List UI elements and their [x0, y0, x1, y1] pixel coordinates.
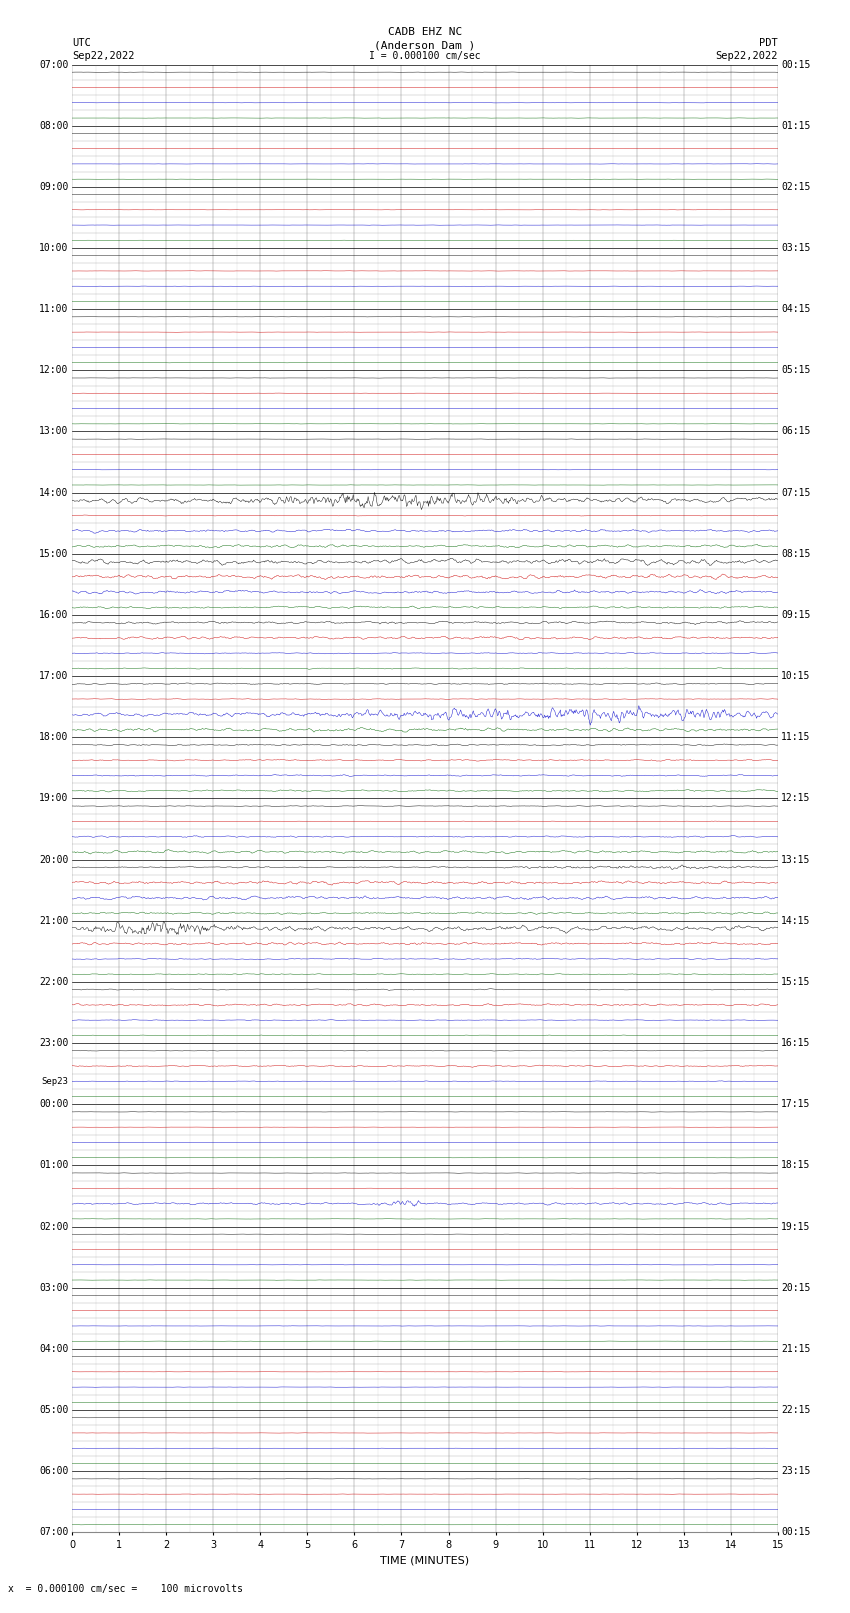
Text: Sep23: Sep23	[42, 1077, 69, 1086]
Text: 03:15: 03:15	[781, 244, 811, 253]
Text: 17:00: 17:00	[39, 671, 69, 681]
Text: 21:00: 21:00	[39, 916, 69, 926]
Text: 12:15: 12:15	[781, 794, 811, 803]
Text: 06:15: 06:15	[781, 426, 811, 437]
Text: 14:00: 14:00	[39, 487, 69, 498]
Text: 01:15: 01:15	[781, 121, 811, 131]
Text: 07:00: 07:00	[39, 1528, 69, 1537]
Text: 16:00: 16:00	[39, 610, 69, 619]
Text: 00:00: 00:00	[39, 1098, 69, 1110]
Text: 15:00: 15:00	[39, 548, 69, 558]
Text: (Anderson Dam ): (Anderson Dam )	[374, 40, 476, 50]
Text: 08:15: 08:15	[781, 548, 811, 558]
X-axis label: TIME (MINUTES): TIME (MINUTES)	[381, 1555, 469, 1566]
Text: 23:00: 23:00	[39, 1039, 69, 1048]
Text: 05:00: 05:00	[39, 1405, 69, 1415]
Text: 13:15: 13:15	[781, 855, 811, 865]
Text: PDT: PDT	[759, 39, 778, 48]
Text: 21:15: 21:15	[781, 1344, 811, 1353]
Text: Sep22,2022: Sep22,2022	[72, 52, 135, 61]
Text: 02:15: 02:15	[781, 182, 811, 192]
Text: 07:00: 07:00	[39, 60, 69, 69]
Text: 11:15: 11:15	[781, 732, 811, 742]
Text: 20:00: 20:00	[39, 855, 69, 865]
Text: 06:00: 06:00	[39, 1466, 69, 1476]
Text: 09:00: 09:00	[39, 182, 69, 192]
Text: 18:15: 18:15	[781, 1160, 811, 1171]
Text: Sep22,2022: Sep22,2022	[715, 52, 778, 61]
Text: x  = 0.000100 cm/sec =    100 microvolts: x = 0.000100 cm/sec = 100 microvolts	[8, 1584, 243, 1594]
Text: 14:15: 14:15	[781, 916, 811, 926]
Text: 10:15: 10:15	[781, 671, 811, 681]
Text: 18:00: 18:00	[39, 732, 69, 742]
Text: 19:15: 19:15	[781, 1221, 811, 1232]
Text: 19:00: 19:00	[39, 794, 69, 803]
Text: 11:00: 11:00	[39, 305, 69, 315]
Text: 20:15: 20:15	[781, 1282, 811, 1292]
Text: 15:15: 15:15	[781, 977, 811, 987]
Text: 00:15: 00:15	[781, 60, 811, 69]
Text: 03:00: 03:00	[39, 1282, 69, 1292]
Text: 13:00: 13:00	[39, 426, 69, 437]
Text: 09:15: 09:15	[781, 610, 811, 619]
Text: 05:15: 05:15	[781, 365, 811, 376]
Text: 23:15: 23:15	[781, 1466, 811, 1476]
Text: I = 0.000100 cm/sec: I = 0.000100 cm/sec	[369, 52, 481, 61]
Text: 02:00: 02:00	[39, 1221, 69, 1232]
Text: 04:00: 04:00	[39, 1344, 69, 1353]
Text: 07:15: 07:15	[781, 487, 811, 498]
Text: UTC: UTC	[72, 39, 91, 48]
Text: 22:00: 22:00	[39, 977, 69, 987]
Text: 04:15: 04:15	[781, 305, 811, 315]
Text: 01:00: 01:00	[39, 1160, 69, 1171]
Text: 12:00: 12:00	[39, 365, 69, 376]
Text: 00:15: 00:15	[781, 1528, 811, 1537]
Text: 16:15: 16:15	[781, 1039, 811, 1048]
Text: 22:15: 22:15	[781, 1405, 811, 1415]
Text: CADB EHZ NC: CADB EHZ NC	[388, 27, 462, 37]
Text: 08:00: 08:00	[39, 121, 69, 131]
Text: 10:00: 10:00	[39, 244, 69, 253]
Text: 17:15: 17:15	[781, 1098, 811, 1110]
